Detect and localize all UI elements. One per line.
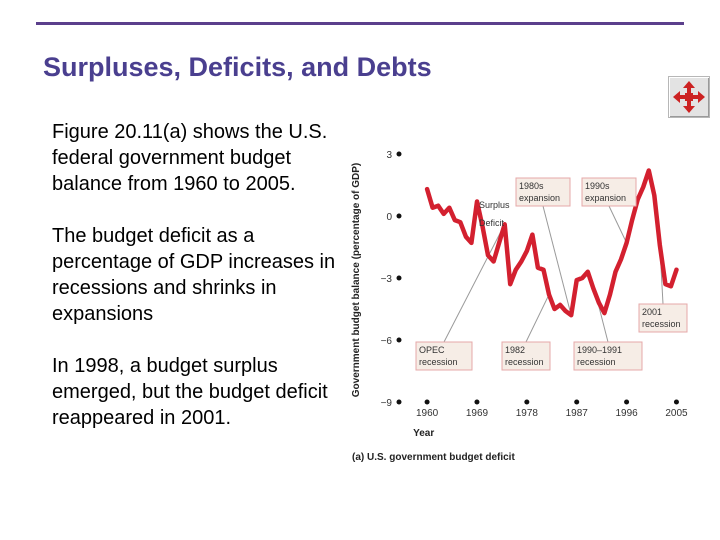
x-tick-dot: [624, 399, 630, 405]
y-tick-dot: [396, 399, 402, 405]
annotation-leader: [525, 294, 550, 343]
body-text: Figure 20.11(a) shows the U.S. federal g…: [52, 119, 342, 457]
annotation-2001-recession: 2001 recession: [638, 303, 688, 333]
annotation-text: 2001: [642, 307, 662, 317]
annotation-text: recession: [419, 357, 458, 367]
paragraph-2: The budget deficit as a percentage of GD…: [52, 225, 336, 325]
y-tick-dot: [396, 213, 402, 219]
annotation-boxes: 1980s expansion 1990s expansion 2001 recessio…: [415, 177, 688, 371]
four-way-arrows-icon: [673, 81, 705, 113]
y-tick-dot: [396, 275, 402, 281]
annotation-box: [501, 341, 551, 371]
y-tick-label: 0: [386, 212, 392, 223]
budget-deficit-chart: Government budget balance (percentage of…: [351, 150, 688, 463]
annotation-box: [573, 341, 643, 371]
x-tick-label: 1996: [615, 408, 638, 419]
x-tick-dot: [474, 399, 480, 405]
y-tick-label: −6: [381, 336, 393, 347]
annotation-text: expansion: [519, 193, 560, 203]
x-axis-label: Year: [413, 428, 434, 439]
y-tick-dot: [396, 337, 402, 343]
x-tick-label: 2005: [665, 408, 688, 419]
navigation-button[interactable]: [668, 76, 710, 118]
annotation-text: 1990s: [585, 181, 610, 191]
chart-caption: (a) U.S. government budget deficit: [352, 452, 515, 463]
x-tick-label: 1987: [566, 408, 589, 419]
annotation-leader: [443, 224, 506, 343]
annotation-text: 1982: [505, 345, 525, 355]
y-axis-label-group: Government budget balance (percentage of…: [351, 163, 362, 397]
y-tick-dot: [396, 151, 402, 157]
paragraph-1: Figure 20.11(a) shows the U.S. federal g…: [52, 121, 328, 195]
annotation-text: 1990–1991: [577, 345, 622, 355]
title-rule: [36, 22, 684, 25]
deficit-region-label: Deficit: [479, 218, 505, 228]
annotation-text: expansion: [585, 193, 626, 203]
y-tick-label: −3: [381, 274, 393, 285]
annotation-1982-recession: 1982 recession: [501, 341, 551, 371]
x-tick-dot: [424, 399, 430, 405]
surplus-region-label: Surplus: [479, 200, 510, 210]
annotation-box: [581, 177, 637, 207]
x-tick-label: 1960: [416, 408, 439, 419]
x-tick-dot: [574, 399, 580, 405]
annotation-text: recession: [505, 357, 544, 367]
annotation-leader-lines: [443, 205, 664, 343]
annotation-box: [515, 177, 571, 207]
annotation-box: [415, 341, 473, 371]
annotation-1980s-expansion: 1980s expansion: [515, 177, 571, 207]
y-tick-label: 3: [386, 150, 392, 161]
annotation-opec-recession: OPEC recession: [415, 341, 473, 371]
y-axis-ticks: 3 0 −3 −6 −9: [381, 150, 402, 409]
slide-title: Surpluses, Deficits, and Debts: [43, 52, 432, 82]
annotation-text: recession: [642, 319, 681, 329]
paragraph-3: In 1998, a budget surplus emerged, but t…: [52, 355, 328, 429]
annotation-leader: [542, 205, 572, 316]
annotation-text: recession: [577, 357, 616, 367]
annotation-box: [638, 303, 688, 333]
x-tick-label: 1978: [516, 408, 539, 419]
y-axis-label: Government budget balance (percentage of…: [351, 163, 362, 397]
x-tick-label: 1969: [466, 408, 489, 419]
annotation-leader: [608, 205, 628, 244]
y-tick-label: −9: [381, 398, 393, 409]
annotation-1990-1991-recession: 1990–1991 recession: [573, 341, 643, 371]
annotation-text: OPEC: [419, 345, 445, 355]
annotation-text: 1980s: [519, 181, 544, 191]
x-axis-ticks: 1960 1969 1978 1987 1996 2005: [416, 399, 688, 419]
series-line-budget-balance: [424, 168, 679, 318]
x-tick-dot: [673, 399, 679, 405]
annotation-1990s-expansion: 1990s expansion: [581, 177, 637, 207]
x-tick-dot: [524, 399, 530, 405]
